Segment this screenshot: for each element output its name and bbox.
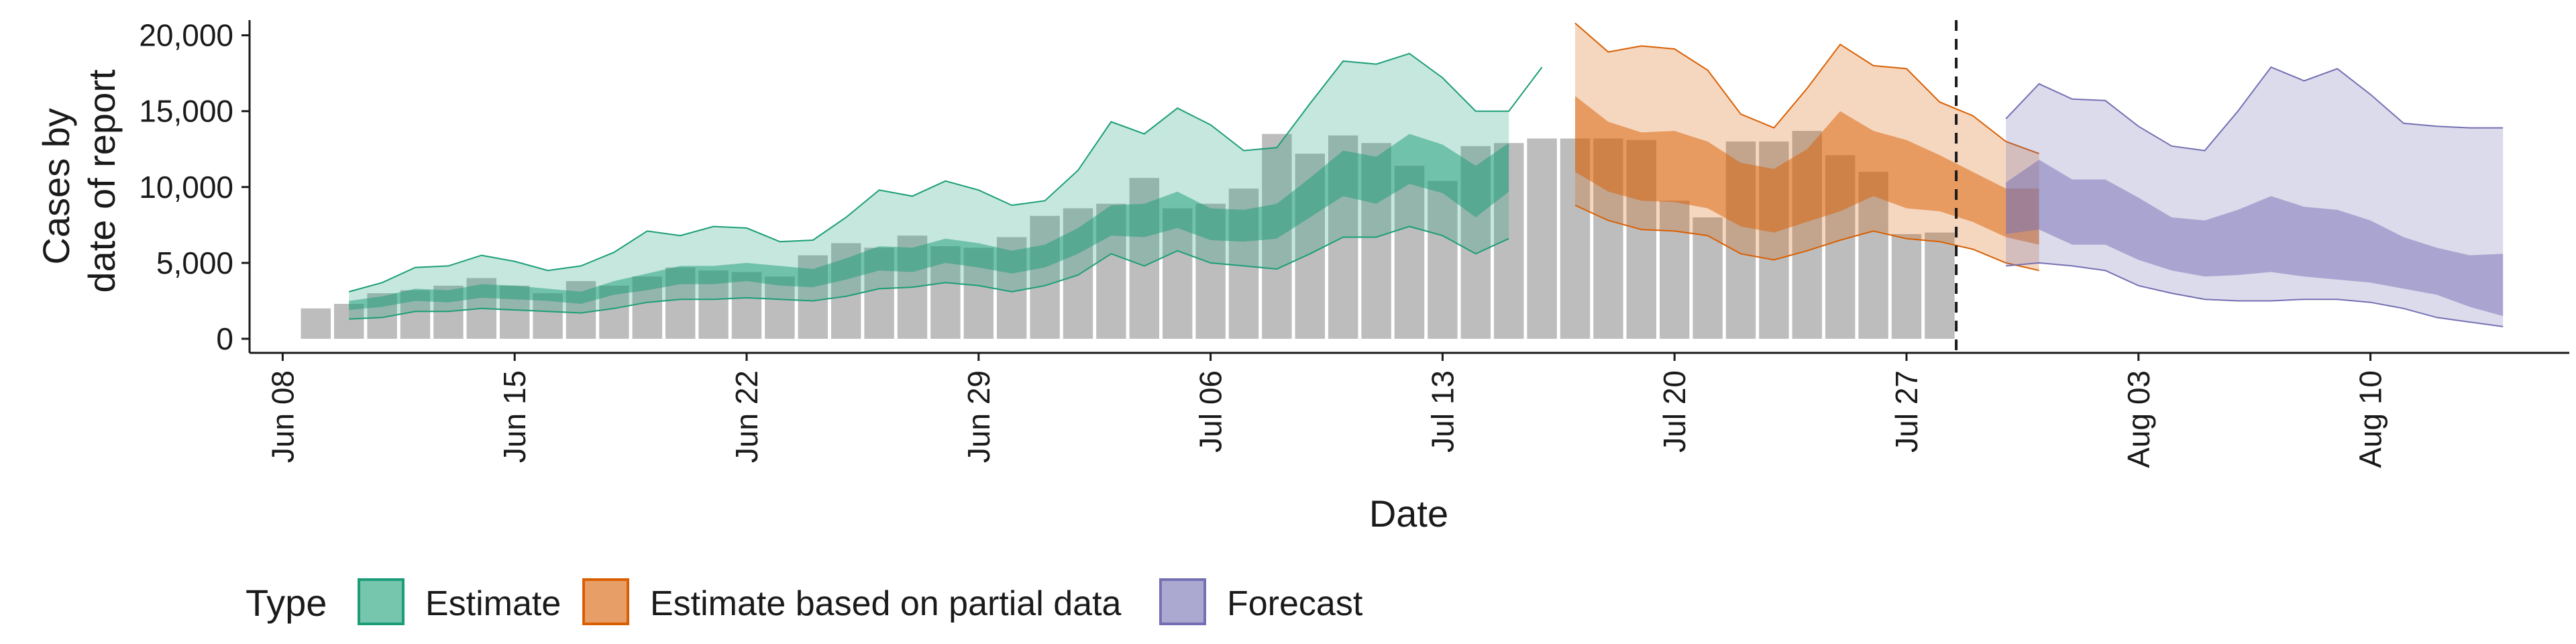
bar — [301, 308, 331, 339]
bar — [1394, 166, 1425, 339]
bar — [1030, 215, 1060, 339]
x-tick-label: Jun 29 — [961, 370, 996, 463]
x-axis-title: Date — [1369, 492, 1448, 535]
y-tick-label: 15,000 — [139, 94, 233, 129]
legend-label: Estimate based on partial data — [650, 584, 1122, 623]
inner-band — [2006, 160, 2504, 317]
y-tick-label: 20,000 — [139, 18, 233, 53]
outer-upper-line — [2005, 66, 2504, 152]
x-tick-label: Jul 13 — [1425, 370, 1460, 453]
legend-items: Estimate Estimate based on partial data Fo… — [358, 578, 1363, 625]
bar — [1925, 232, 1955, 339]
bar — [765, 276, 795, 339]
y-tick-label: 5,000 — [156, 246, 233, 280]
bar — [1693, 217, 1723, 339]
x-tick-label: Jun 22 — [729, 370, 764, 463]
outer-upper-line — [348, 52, 1543, 292]
x-tick-label: Jul 27 — [1889, 370, 1924, 453]
x-tick-label: Aug 03 — [2121, 370, 2156, 468]
legend-swatch — [358, 578, 405, 625]
inner-band — [349, 133, 1509, 310]
y-axis-title: Cases by date of report — [35, 69, 123, 293]
y-tick-label: 0 — [216, 321, 233, 356]
legend-label: Forecast — [1227, 584, 1363, 623]
legend-title: Type — [246, 582, 327, 624]
y-ticks: 0 5,000 10,000 15,000 20,000 — [139, 18, 250, 356]
series-0 — [348, 52, 1543, 320]
outer-lower-line — [1574, 205, 2039, 272]
x-axis: Jun 08 Jun 15 Jun 22 Jun 29 Jul 06 Jul 13 Jul … — [250, 352, 2569, 535]
y-axis-title-line-2: date of report — [80, 69, 123, 293]
bands-layer — [348, 22, 2504, 327]
series-2 — [2005, 66, 2504, 327]
legend-swatch — [1159, 578, 1206, 625]
outer-lower-line — [2006, 262, 2504, 327]
x-tick-label: Jun 08 — [265, 370, 300, 463]
x-tick-label: Aug 10 — [2353, 370, 2388, 468]
bar — [731, 272, 762, 339]
x-tick-label: Jun 15 — [497, 370, 532, 463]
outer-lower-line — [349, 225, 1509, 320]
x-ticks: Jun 08 Jun 15 Jun 22 Jun 29 Jul 06 Jul 13 Jul … — [265, 353, 2388, 468]
outer-band — [349, 53, 1509, 319]
outer-upper-line — [1574, 22, 2039, 154]
x-tick-label: Jul 06 — [1193, 370, 1228, 453]
x-tick-label: Jul 20 — [1657, 370, 1692, 453]
bar — [1527, 138, 1557, 339]
series-1 — [1574, 22, 2039, 272]
bar — [1428, 180, 1458, 339]
y-axis-title-line-1: Cases by — [35, 108, 77, 264]
legend-swatch — [582, 578, 629, 625]
y-tick-label: 10,000 — [139, 170, 233, 205]
bar — [1659, 201, 1690, 339]
plot-area — [301, 20, 2504, 353]
legend-item: Estimate based on partial data — [582, 578, 1122, 625]
legend: Type Estimate Estimate based on partial d… — [246, 578, 1363, 625]
legend-label: Estimate — [425, 584, 561, 623]
y-axis: 0 5,000 10,000 15,000 20,000 Cases by date o… — [35, 18, 251, 356]
legend-item: Forecast — [1159, 578, 1363, 625]
inner-band — [1575, 96, 2039, 245]
bar — [1891, 233, 1922, 339]
legend-item: Estimate — [358, 578, 561, 625]
